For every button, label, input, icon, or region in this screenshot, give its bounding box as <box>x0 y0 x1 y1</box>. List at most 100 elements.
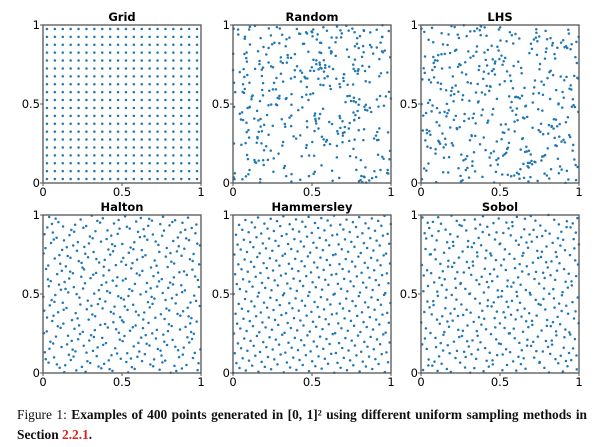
data-point <box>77 83 80 86</box>
data-point <box>268 256 272 260</box>
data-point <box>77 106 80 110</box>
data-point <box>75 292 78 296</box>
data-point <box>180 130 183 133</box>
data-point <box>547 177 551 180</box>
data-point <box>308 290 311 294</box>
data-point <box>523 307 526 310</box>
data-point <box>472 112 476 116</box>
axes-frame <box>232 24 392 184</box>
data-point <box>80 275 83 279</box>
data-point <box>523 117 526 120</box>
data-point <box>73 223 77 226</box>
data-point <box>140 59 143 62</box>
data-point <box>139 336 143 339</box>
data-point <box>560 106 564 109</box>
data-point <box>253 305 256 308</box>
data-point <box>515 107 519 110</box>
data-point <box>250 98 253 101</box>
data-point <box>252 344 255 348</box>
data-point <box>428 306 431 309</box>
data-point <box>541 271 545 275</box>
data-point <box>305 143 308 147</box>
data-point <box>102 274 105 277</box>
data-point <box>531 261 535 264</box>
data-point <box>66 254 69 258</box>
data-point <box>322 70 326 73</box>
data-point <box>575 61 579 65</box>
data-point <box>80 365 84 369</box>
data-point <box>95 257 98 261</box>
data-point <box>164 83 167 86</box>
data-point <box>443 110 446 114</box>
section-link[interactable]: 2.2.1 <box>62 427 89 442</box>
data-point <box>552 127 555 130</box>
data-point <box>76 240 80 244</box>
data-point <box>148 90 151 94</box>
data-point <box>85 162 88 165</box>
data-point <box>353 118 356 122</box>
data-point <box>367 65 371 68</box>
data-point <box>355 168 358 172</box>
data-point <box>550 124 554 128</box>
data-point <box>149 266 153 269</box>
data-point <box>573 337 577 341</box>
data-point <box>558 122 561 126</box>
data-point <box>470 352 473 356</box>
data-point <box>286 282 289 285</box>
data-point <box>255 141 258 144</box>
data-point <box>363 261 366 265</box>
data-point <box>387 29 391 33</box>
data-point <box>187 315 190 318</box>
data-point <box>382 254 385 257</box>
data-point <box>93 122 96 125</box>
data-point <box>71 244 75 247</box>
data-point <box>340 327 343 330</box>
data-point <box>241 356 244 360</box>
data-point <box>297 269 300 273</box>
data-point <box>165 307 168 310</box>
data-point <box>534 298 537 302</box>
data-point <box>534 36 538 39</box>
data-point <box>388 341 391 344</box>
data-point <box>422 274 425 277</box>
data-point <box>292 135 295 138</box>
data-point <box>285 232 288 236</box>
data-point <box>317 276 321 279</box>
data-point <box>85 90 88 94</box>
data-point <box>164 35 167 39</box>
data-point <box>526 246 530 250</box>
data-point <box>270 43 274 46</box>
data-point <box>98 297 102 301</box>
data-point <box>49 340 52 344</box>
data-point <box>568 135 572 139</box>
data-point <box>504 122 507 126</box>
data-point <box>260 142 263 145</box>
data-point <box>432 303 435 307</box>
data-point <box>563 141 567 144</box>
data-point <box>261 321 264 324</box>
data-point <box>300 299 304 303</box>
data-point <box>90 304 93 308</box>
data-point <box>116 75 120 78</box>
data-point <box>538 361 541 365</box>
data-point <box>340 248 344 251</box>
data-point <box>505 151 508 154</box>
data-point <box>86 299 89 302</box>
data-point <box>307 174 311 178</box>
data-point <box>117 295 120 298</box>
data-point <box>101 217 105 220</box>
data-point <box>187 67 191 70</box>
data-point <box>341 141 344 144</box>
data-point <box>341 134 345 137</box>
data-point <box>557 102 560 105</box>
data-point <box>542 83 546 86</box>
data-point <box>248 25 252 29</box>
data-point <box>115 284 118 288</box>
data-point <box>464 355 467 359</box>
data-point <box>253 158 256 162</box>
data-point <box>124 177 128 181</box>
data-point <box>77 177 80 181</box>
data-point <box>171 338 174 342</box>
data-point <box>250 95 254 98</box>
data-point <box>492 221 495 225</box>
